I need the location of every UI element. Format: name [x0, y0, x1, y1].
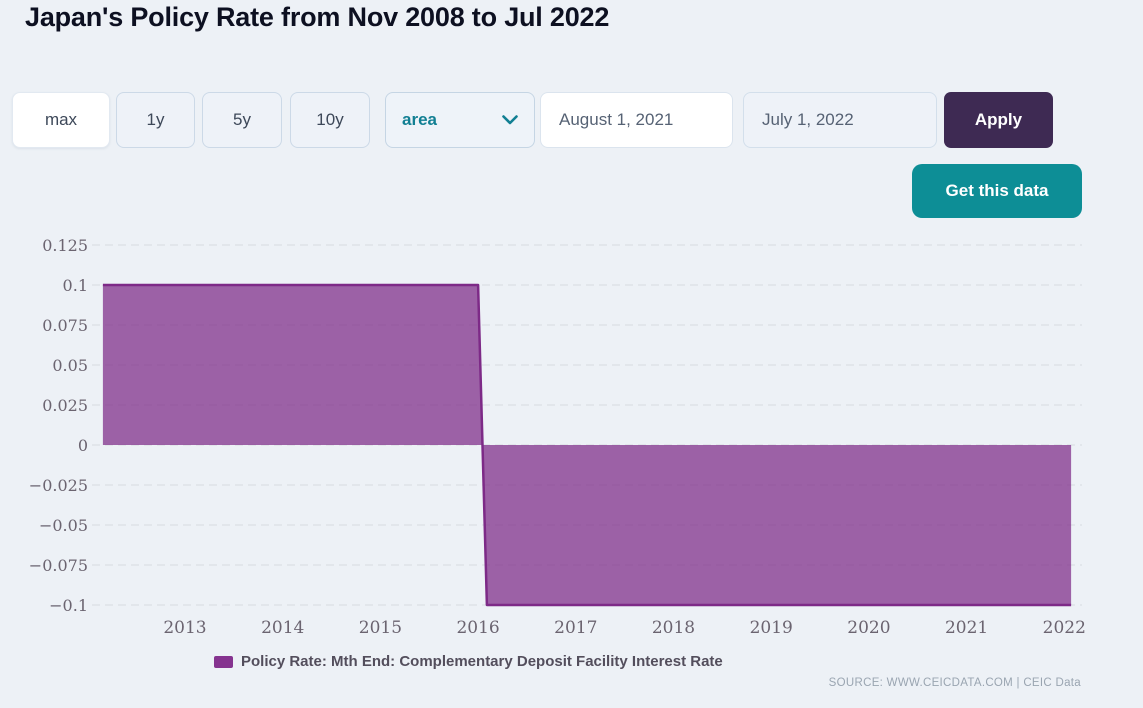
x-axis-tick-label: 2013 [163, 618, 206, 638]
x-axis-tick-label: 2021 [945, 618, 988, 638]
legend-label: Policy Rate: Mth End: Complementary Depo… [241, 653, 723, 670]
range-button-1y[interactable]: 1y [116, 92, 195, 148]
y-axis-tick-label: 0.125 [42, 236, 88, 255]
chart-type-value: area [402, 110, 437, 129]
x-axis-tick-label: 2020 [847, 618, 890, 638]
x-axis-tick-label: 2014 [261, 618, 304, 638]
page-title: Japan's Policy Rate from Nov 2008 to Jul… [25, 2, 610, 32]
y-axis-tick-label: 0.075 [42, 316, 88, 335]
x-axis-tick-label: 2019 [750, 618, 793, 638]
y-axis-tick-label: −0.1 [49, 596, 88, 615]
range-button-10y[interactable]: 10y [290, 92, 370, 148]
get-this-data-button[interactable]: Get this data [912, 164, 1082, 218]
area-series-line [102, 283, 1072, 607]
x-axis-tick-label: 2015 [359, 618, 402, 638]
source-attribution: SOURCE: WWW.CEICDATA.COM | CEIC Data [828, 677, 1081, 689]
range-button-max[interactable]: max [12, 92, 110, 148]
date-to-input[interactable] [743, 92, 937, 148]
y-axis-tick-label: 0 [78, 436, 88, 455]
area-series-fill[interactable] [102, 285, 1072, 605]
y-axis-tick-label: −0.025 [29, 476, 88, 495]
chart-type-select[interactable]: area [385, 92, 535, 148]
legend-swatch-icon [214, 655, 233, 668]
chevron-down-icon [502, 115, 518, 125]
apply-button[interactable]: Apply [944, 92, 1053, 148]
legend-item[interactable]: Policy Rate: Mth End: Complementary Depo… [214, 653, 723, 670]
y-axis-tick-label: −0.075 [29, 556, 88, 575]
date-from-input[interactable] [540, 92, 733, 148]
y-axis-tick-label: 0.1 [63, 276, 88, 295]
x-axis-tick-label: 2018 [652, 618, 695, 638]
y-axis-tick-label: 0.025 [42, 396, 88, 415]
x-axis-tick-label: 2016 [456, 618, 499, 638]
y-axis-tick-label: 0.05 [52, 356, 88, 375]
x-axis-tick-label: 2022 [1043, 618, 1086, 638]
y-axis-tick-label: −0.05 [39, 516, 88, 535]
range-button-5y[interactable]: 5y [202, 92, 282, 148]
x-axis-tick-label: 2017 [554, 618, 597, 638]
